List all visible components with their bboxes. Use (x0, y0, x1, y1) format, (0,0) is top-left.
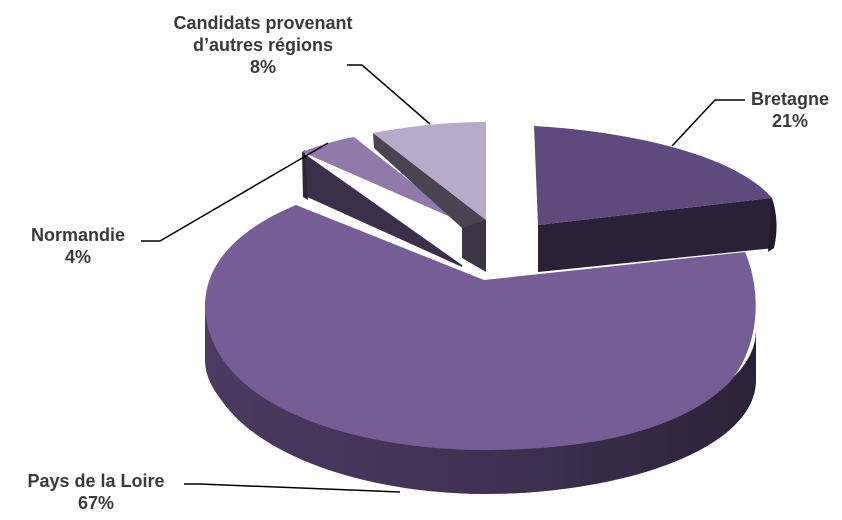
data-label-bretagne-name: Bretagne (750, 89, 830, 109)
data-label-bretagne: Bretagne 21% (740, 88, 840, 132)
slice-autres-regions-side-right (462, 220, 486, 272)
slice-normandie (302, 137, 462, 267)
data-label-normandie-name: Normandie (30, 225, 126, 245)
data-label-bretagne-value: 21% (771, 111, 809, 131)
data-label-autres-regions: Candidats provenant d’autres régions 8% (138, 12, 388, 78)
slice-bretagne (534, 126, 777, 272)
data-label-normandie: Normandie 4% (18, 224, 138, 268)
slice-normandie-top (302, 137, 462, 222)
leader-line-normandie (141, 142, 329, 242)
leader-line-bretagne (671, 99, 745, 147)
data-label-pays-de-la-loire-value: 67% (77, 493, 115, 513)
data-label-normandie-value: 4% (64, 247, 91, 267)
slice-normandie-side-left (302, 150, 308, 200)
slice-pays-de-la-loire-side-band (205, 298, 756, 494)
leader-line-pays-de-la-loire (184, 483, 401, 493)
slice-autres-regions (373, 122, 486, 272)
data-label-autres-regions-line1: Candidats provenant (173, 13, 353, 33)
slice-pays-de-la-loire-top (205, 205, 756, 450)
slice-autres-regions-top (373, 122, 486, 220)
slice-pays-de-la-loire (205, 205, 756, 494)
slice-bretagne-top (534, 126, 772, 225)
data-label-autres-regions-line2: d’autres régions (192, 35, 334, 55)
leader-line-autres-regions (347, 64, 431, 125)
slice-bretagne-side-outer (768, 198, 777, 252)
leader-lines (141, 64, 745, 493)
data-label-pays-de-la-loire-name: Pays de la Loire (27, 471, 165, 491)
slice-autres-regions-side (373, 133, 486, 272)
data-label-autres-regions-value: 8% (249, 57, 276, 77)
slice-bretagne-side (538, 198, 774, 272)
data-label-pays-de-la-loire: Pays de la Loire 67% (4, 470, 188, 514)
slice-normandie-side (302, 152, 462, 267)
